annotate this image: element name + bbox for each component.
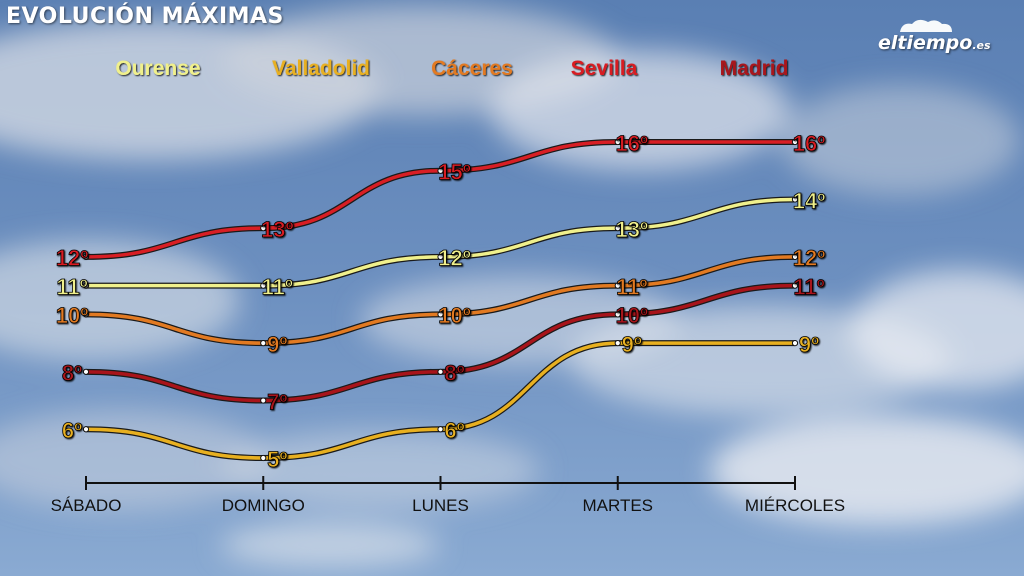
- legend: Ourense Valladolid Cáceres Sevilla Madrid: [115, 57, 788, 80]
- data-point: [437, 167, 444, 174]
- logo-name: eltiempo: [878, 32, 973, 54]
- x-axis: SÁBADO DOMINGO LUNES MARTES MIÉRCOLES: [51, 476, 845, 515]
- data-point: [791, 253, 799, 261]
- legend-entry: Sevilla: [571, 57, 638, 80]
- data-point: [614, 339, 621, 347]
- data-label: 6º: [444, 418, 464, 443]
- series-lines: [82, 138, 799, 462]
- data-point: [614, 225, 621, 232]
- data-labels: 12º 13º 15º 16º 16º 11º 11º 12º 13º 14º 10º 9º 10º 11…: [55, 130, 826, 472]
- data-point: [260, 225, 267, 232]
- data-point: [791, 196, 799, 203]
- legend-entry: Madrid: [720, 57, 789, 80]
- data-label: 15º: [438, 160, 471, 185]
- cloud-logo-icon: [900, 19, 952, 32]
- data-label: 9º: [622, 332, 642, 357]
- data-label: 12º: [793, 246, 826, 271]
- data-point: [437, 253, 444, 261]
- data-label: 10º: [56, 303, 89, 328]
- data-point: [82, 368, 90, 375]
- data-point: [614, 311, 621, 318]
- data-label: 12º: [438, 246, 471, 271]
- x-tick-label: MIÉRCOLES: [745, 496, 845, 515]
- data-point: [260, 454, 267, 462]
- brand-logo: eltiempo.es: [878, 19, 1008, 62]
- x-tick-label: LUNES: [412, 496, 469, 515]
- data-point: [82, 282, 90, 289]
- x-tick-label: SÁBADO: [51, 496, 122, 515]
- data-point: [82, 426, 90, 433]
- data-point: [614, 282, 621, 289]
- data-label: 13º: [615, 217, 648, 242]
- data-label: 9º: [267, 332, 287, 357]
- data-point: [614, 138, 621, 146]
- x-tick-label: DOMINGO: [222, 496, 305, 515]
- data-label: 10º: [438, 303, 471, 328]
- data-label: 8º: [62, 361, 82, 386]
- data-point: [437, 368, 444, 375]
- data-label: 7º: [267, 389, 287, 414]
- data-label: 10º: [615, 303, 648, 328]
- data-label: 11º: [793, 274, 824, 299]
- data-label: 12º: [56, 246, 89, 271]
- data-point: [260, 339, 267, 347]
- data-point: [791, 282, 799, 289]
- data-point: [437, 311, 444, 318]
- data-label: 16º: [793, 131, 826, 156]
- legend-entry: Cáceres: [431, 57, 513, 80]
- data-label: 8º: [444, 361, 464, 386]
- data-point: [260, 282, 267, 289]
- data-point: [791, 339, 799, 347]
- data-point: [260, 397, 267, 404]
- data-label: 16º: [615, 131, 648, 156]
- legend-entry: Ourense: [115, 57, 200, 80]
- data-label: 6º: [62, 418, 82, 443]
- data-label: 11º: [616, 274, 647, 299]
- logo-suffix: .es: [972, 39, 991, 52]
- legend-entry: Valladolid: [272, 57, 370, 80]
- x-tick-label: MARTES: [582, 496, 653, 515]
- data-point: [82, 253, 90, 261]
- data-point: [791, 138, 799, 146]
- chart-title: EVOLUCIÓN MÁXIMAS: [6, 4, 284, 29]
- data-label: 9º: [799, 332, 819, 357]
- data-point: [437, 426, 444, 433]
- data-label: 11º: [262, 274, 293, 299]
- data-label: 13º: [261, 217, 294, 242]
- data-label: 5º: [267, 447, 287, 472]
- data-label: 11º: [56, 274, 87, 299]
- data-label: 14º: [793, 188, 826, 213]
- data-point: [82, 311, 90, 318]
